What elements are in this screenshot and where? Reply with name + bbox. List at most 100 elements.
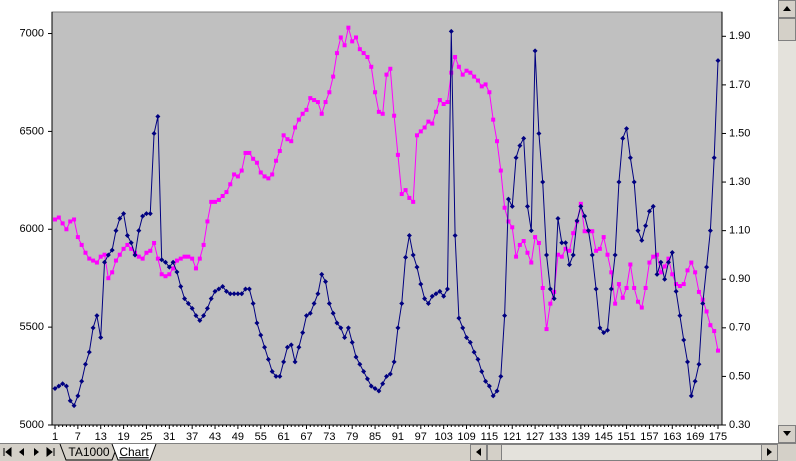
- marker: [627, 155, 633, 161]
- y-tick-label: 5000: [20, 419, 44, 431]
- marker: [555, 216, 561, 221]
- prev-sheet[interactable]: [19, 448, 24, 456]
- marker: [635, 299, 640, 304]
- marker: [616, 282, 621, 287]
- marker: [155, 113, 161, 119]
- marker: [312, 98, 317, 103]
- marker: [281, 359, 287, 365]
- marker: [327, 90, 332, 95]
- marker: [243, 150, 248, 155]
- marker: [300, 111, 305, 116]
- marker: [376, 109, 381, 114]
- marker: [456, 64, 461, 69]
- marker: [677, 284, 682, 289]
- marker: [693, 270, 698, 275]
- marker: [646, 208, 652, 214]
- marker: [574, 218, 580, 224]
- marker: [551, 296, 557, 302]
- vertical-scrollbar[interactable]: [778, 0, 796, 443]
- marker: [372, 386, 378, 392]
- x-tick-label: 151: [617, 431, 635, 443]
- marker: [75, 393, 81, 399]
- marker: [506, 219, 511, 224]
- marker: [716, 348, 720, 353]
- marker: [258, 170, 263, 175]
- marker: [696, 361, 702, 367]
- marker: [342, 43, 347, 48]
- marker: [514, 254, 519, 259]
- marker: [464, 335, 470, 341]
- marker: [441, 293, 447, 299]
- next-sheet[interactable]: [34, 448, 39, 456]
- marker: [349, 339, 355, 345]
- marker: [174, 269, 180, 275]
- marker: [643, 223, 649, 229]
- scroll-thumb[interactable]: [778, 18, 796, 41]
- marker: [185, 301, 191, 307]
- sheet-bar: TA1000 Chart: [0, 443, 796, 461]
- marker: [105, 252, 111, 258]
- marker: [251, 156, 256, 161]
- marker: [571, 231, 576, 236]
- x-tick-label: 139: [572, 431, 590, 443]
- marker: [231, 291, 237, 297]
- last-sheet[interactable]: [46, 446, 55, 458]
- marker: [140, 256, 145, 261]
- marker: [174, 258, 179, 263]
- x-tick-label: 163: [663, 431, 681, 443]
- marker: [151, 130, 157, 136]
- marker: [132, 252, 138, 258]
- marker: [392, 113, 397, 118]
- marker: [491, 117, 496, 122]
- marker: [589, 252, 595, 258]
- marker: [121, 211, 127, 217]
- first-sheet[interactable]: [3, 446, 12, 458]
- marker: [456, 315, 462, 321]
- x-tick-label: 1: [52, 431, 58, 443]
- marker: [171, 266, 176, 271]
- marker: [609, 270, 614, 275]
- marker: [468, 70, 473, 75]
- marker: [182, 254, 187, 259]
- marker: [605, 327, 610, 333]
- marker: [448, 28, 454, 34]
- x-tick-label: 103: [434, 431, 452, 443]
- marker: [494, 388, 500, 394]
- marker: [418, 281, 424, 287]
- marker: [94, 260, 99, 265]
- marker: [155, 256, 160, 261]
- marker: [274, 158, 278, 163]
- x-tick-label: 115: [481, 431, 499, 443]
- marker: [212, 288, 218, 294]
- marker: [330, 310, 336, 316]
- marker: [380, 381, 386, 387]
- marker: [464, 68, 469, 73]
- marker: [422, 296, 428, 302]
- marker: [369, 64, 374, 69]
- marker: [346, 25, 351, 30]
- sheet-tab-active[interactable]: [111, 443, 157, 461]
- marker: [452, 233, 458, 239]
- marker: [513, 155, 519, 161]
- marker: [628, 262, 633, 267]
- horizontal-scrollbar[interactable]: [470, 444, 778, 461]
- x-tick-label: 91: [392, 431, 404, 443]
- marker: [597, 325, 603, 331]
- scroll-thumb[interactable]: [487, 444, 502, 461]
- marker: [277, 373, 283, 379]
- marker: [235, 291, 241, 297]
- marker: [422, 125, 427, 130]
- marker: [395, 325, 401, 331]
- marker: [487, 90, 492, 95]
- y-tick-label: 7000: [20, 27, 44, 39]
- x-tick-label: 13: [95, 431, 107, 443]
- marker: [223, 288, 229, 294]
- marker: [711, 155, 717, 161]
- marker: [502, 205, 507, 210]
- marker: [483, 378, 489, 384]
- marker: [197, 318, 203, 324]
- marker: [247, 150, 252, 155]
- marker: [620, 135, 626, 141]
- marker: [673, 288, 679, 294]
- y2-tick-label: 1.10: [729, 225, 750, 237]
